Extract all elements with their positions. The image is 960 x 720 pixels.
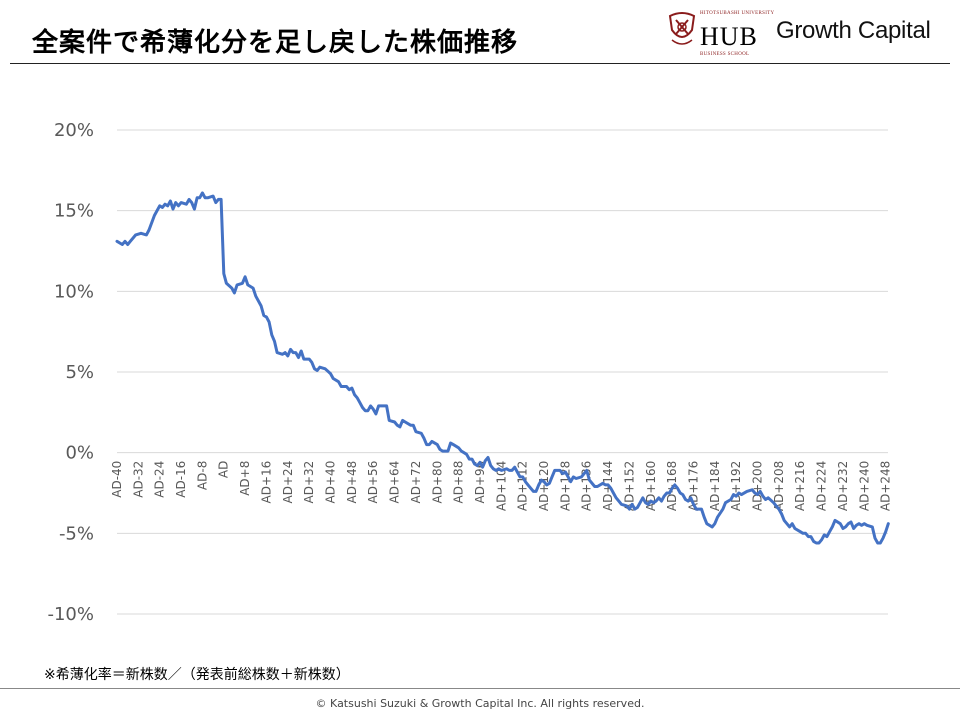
- y-tick-label: 0%: [65, 443, 94, 464]
- x-tick-label: AD-32: [131, 461, 145, 498]
- hub-emblem-icon: [668, 12, 696, 45]
- x-tick-label: AD+136: [580, 461, 594, 511]
- dilution-adjusted-price-chart: 20% 15% 10% 5% 0% -5% -10% AD-40 AD-32 AD-24 AD-1…: [47, 120, 893, 625]
- hub-logo: HITOTSUBASHI UNIVERSITY HUB BUSINESS SCH…: [666, 8, 774, 58]
- y-tick-label: 5%: [65, 362, 94, 383]
- x-tick-label: AD+56: [366, 461, 380, 504]
- copyright-text: © Katsushi Suzuki & Growth Capital Inc. …: [315, 697, 645, 710]
- x-tick-label: AD+24: [281, 461, 295, 504]
- x-tick-label: AD+16: [259, 461, 273, 504]
- x-tick-label: AD+232: [836, 461, 850, 511]
- x-tick-label: AD+48: [345, 461, 359, 504]
- series-line: [115, 191, 890, 545]
- x-tick-label: AD-24: [153, 461, 167, 498]
- x-tick-label: AD+192: [729, 461, 743, 511]
- x-tick-label: AD+32: [302, 461, 316, 504]
- footer-divider: [0, 688, 960, 689]
- y-tick-label: -10%: [47, 604, 94, 625]
- hub-university-text: HITOTSUBASHI UNIVERSITY: [700, 11, 775, 16]
- growth-capital-logo: Growth Capital: [776, 17, 931, 44]
- x-tick-label: AD+224: [815, 461, 829, 511]
- x-tick-label: AD+64: [388, 461, 402, 504]
- y-tick-label: 20%: [54, 120, 94, 141]
- x-tick-label: AD+96: [473, 461, 487, 504]
- x-tick-label: AD: [217, 461, 231, 478]
- page-title: 全案件で希薄化分を足し戻した株価推移: [32, 28, 519, 58]
- x-tick-label: AD+184: [708, 461, 722, 511]
- hub-wordmark: HUB: [700, 22, 758, 51]
- x-tick-label: AD+120: [537, 461, 551, 511]
- x-tick-label: AD-16: [174, 461, 188, 498]
- slide-header: 全案件で希薄化分を足し戻した株価推移 HITOTSUBASHI UNIVERSI…: [0, 0, 960, 66]
- x-tick-label: AD+80: [430, 461, 444, 504]
- x-tick-label: AD+72: [409, 461, 423, 504]
- series-layer: [115, 191, 890, 545]
- x-tick-label: AD+200: [751, 461, 765, 511]
- x-tick-label: AD+8: [238, 461, 252, 496]
- footnote: ※希薄化率＝新株数／（発表前総株数＋新株数）: [44, 667, 350, 683]
- x-tick-label: AD+88: [452, 461, 466, 504]
- x-tick-label: AD+104: [494, 461, 508, 511]
- x-tick-label: AD+248: [879, 461, 893, 511]
- y-tick-label: -5%: [59, 523, 94, 544]
- x-tick-label: AD-8: [195, 461, 209, 490]
- x-tick-label: AD+160: [644, 461, 658, 511]
- x-tick-label: AD-40: [110, 461, 124, 498]
- x-tick-label: AD+128: [558, 461, 572, 511]
- y-tick-label: 10%: [54, 281, 94, 302]
- header-divider: [10, 63, 950, 64]
- x-tick-label: AD+208: [772, 461, 786, 511]
- x-tick-label: AD+216: [793, 461, 807, 511]
- x-tick-label: AD+40: [324, 461, 338, 504]
- gridlines: [117, 129, 888, 615]
- x-tick-label: AD+152: [622, 461, 636, 511]
- y-axis-ticks: 20% 15% 10% 5% 0% -5% -10%: [47, 120, 94, 625]
- x-tick-label: AD+240: [857, 461, 871, 511]
- hub-school-text: BUSINESS SCHOOL: [700, 52, 750, 57]
- y-tick-label: 15%: [54, 201, 94, 222]
